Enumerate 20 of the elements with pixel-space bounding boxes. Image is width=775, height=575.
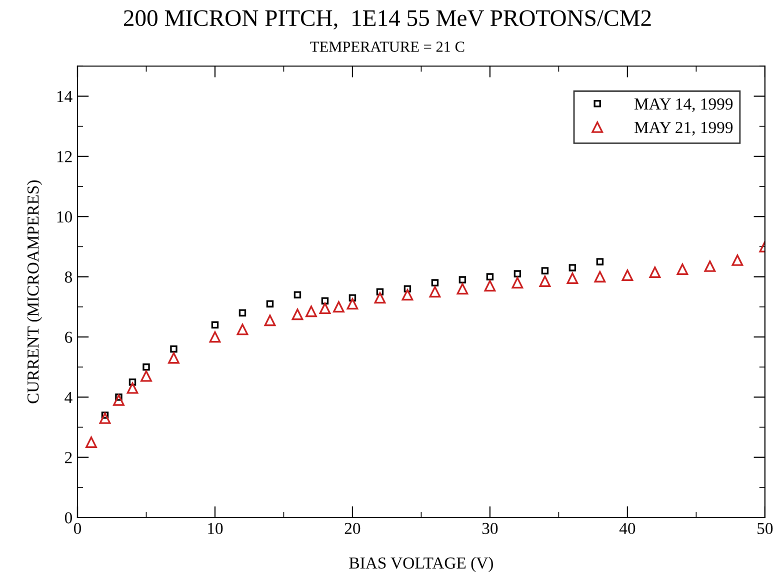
x-tick-label: 50	[758, 522, 773, 534]
legend-label: MAY 14, 1999	[634, 98, 733, 112]
chart-subtitle: TEMPERATURE = 21 C	[310, 42, 464, 52]
x-tick-label: 10	[208, 522, 223, 534]
x-tick-label: 40	[619, 522, 636, 534]
y-tick-label: 10	[57, 211, 72, 223]
y-tick-label: 6	[65, 332, 72, 343]
y-tick-label: 12	[57, 151, 72, 162]
y-tick-label: 14	[57, 90, 72, 102]
y-tick-label: 8	[64, 271, 72, 283]
y-axis-title: CURRENT (MICROAMPERES)	[26, 180, 42, 404]
x-tick-label: 0	[74, 522, 82, 534]
y-tick-label: 0	[64, 512, 72, 524]
chart-title: 200 MICRON PITCH, 1E14 55 MeV PROTONS/CM2	[124, 10, 651, 30]
y-tick-label: 4	[64, 392, 72, 403]
legend-label: MAY 21, 1999	[634, 122, 733, 136]
x-tick-label: 30	[482, 522, 498, 534]
y-tick-label: 2	[65, 452, 72, 464]
x-axis-title: BIAS VOLTAGE (V)	[349, 556, 493, 572]
x-tick-label: 20	[344, 522, 360, 534]
